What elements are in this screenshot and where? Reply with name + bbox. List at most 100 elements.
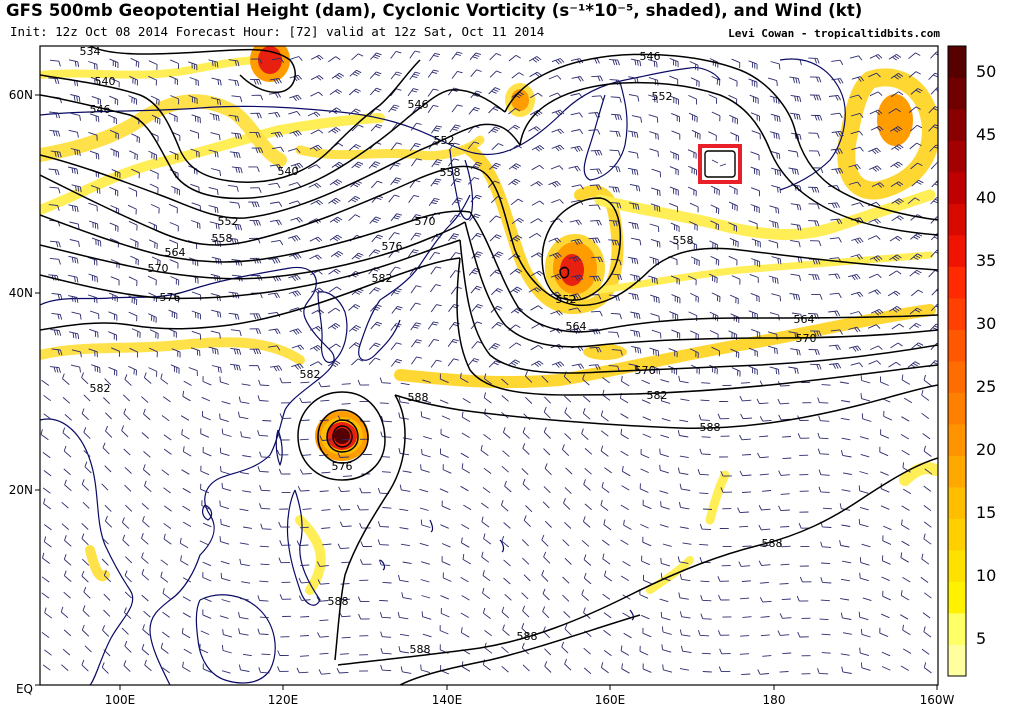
wind-barb	[124, 374, 132, 386]
wind-barb	[741, 580, 752, 582]
wind-barb	[319, 619, 329, 622]
wind-barb	[543, 406, 551, 419]
wind-barb	[821, 384, 831, 386]
wind-barb	[659, 464, 669, 474]
wind-barb	[491, 251, 504, 259]
wind-barb	[482, 587, 491, 599]
wind-barb	[488, 342, 501, 351]
wind-barb	[220, 560, 230, 565]
wind-barb	[741, 673, 751, 676]
wind-barb	[81, 659, 89, 672]
wind-barb	[440, 428, 450, 439]
wind-barb	[731, 275, 741, 285]
wind-barb	[583, 572, 592, 585]
wind-barb	[582, 516, 591, 528]
wind-barb	[162, 396, 171, 403]
wind-barb	[621, 663, 630, 674]
wind-barb	[430, 284, 441, 293]
wind-barb	[608, 186, 620, 193]
contour-label: 588	[700, 421, 721, 434]
wind-barb	[339, 653, 349, 655]
wind-barb	[71, 311, 82, 320]
wind-barb	[841, 489, 851, 492]
wind-barb	[370, 304, 382, 312]
wind-barb	[851, 76, 865, 82]
wind-barb	[871, 308, 884, 316]
wind-barb	[769, 205, 780, 214]
wind-barb	[751, 328, 761, 338]
wind-barb	[68, 204, 79, 213]
wind-barb	[581, 428, 589, 440]
wind-barb	[420, 411, 431, 420]
wind-barb	[609, 130, 621, 137]
wind-barb	[642, 433, 652, 438]
wind-barb	[191, 330, 202, 340]
wind-barb	[521, 623, 529, 635]
wind-barb	[90, 76, 101, 86]
wind-barb	[348, 144, 361, 151]
wind-barb	[398, 396, 410, 404]
wind-barb	[340, 583, 350, 585]
wind-barb	[101, 537, 109, 545]
wind-barb	[571, 363, 585, 370]
wind-barb	[448, 158, 460, 167]
wind-barb	[228, 59, 240, 67]
wind-barb	[541, 375, 549, 383]
wind-barb	[738, 561, 751, 567]
wind-barb	[123, 408, 131, 421]
wind-barb	[901, 540, 910, 547]
contour-label: 570	[415, 215, 436, 228]
wind-barb	[382, 507, 392, 509]
wind-barb	[69, 331, 80, 340]
wind-barb	[128, 187, 138, 197]
wind-barb	[248, 166, 260, 173]
wind-barb	[887, 290, 901, 297]
wind-barb	[900, 614, 909, 620]
contour-label: 588	[408, 391, 429, 404]
wind-barb	[298, 595, 311, 601]
wind-barb	[501, 606, 510, 619]
contour-534	[89, 46, 296, 94]
contour-label: 558	[440, 166, 461, 179]
wind-barb	[522, 664, 530, 672]
wind-barb	[583, 554, 592, 566]
wind-barb	[691, 129, 701, 140]
lat-label: 60N	[9, 88, 33, 102]
wind-barb	[430, 304, 442, 313]
wind-barb	[528, 56, 542, 63]
wind-barb	[121, 517, 130, 529]
wind-barb	[358, 613, 370, 620]
wind-barb	[669, 75, 679, 85]
colorbar-swatch	[948, 487, 966, 519]
wind-barb	[229, 201, 241, 209]
wind-barb	[258, 667, 270, 674]
wind-barb	[922, 612, 931, 619]
wind-barb	[319, 419, 329, 422]
wind-barb	[831, 130, 844, 137]
wind-barb	[570, 112, 583, 118]
wind-barb	[817, 668, 829, 675]
wind-barb	[168, 309, 178, 320]
wind-barb	[677, 467, 689, 475]
contour-typhoon-576	[317, 409, 369, 464]
wind-barb	[708, 273, 718, 284]
wind-barb	[107, 114, 117, 124]
wind-barb	[543, 486, 551, 494]
wind-barb	[828, 273, 841, 280]
wind-barb	[241, 581, 251, 584]
wind-barb	[788, 149, 799, 158]
wind-barb	[369, 216, 381, 224]
wind-barb	[870, 345, 883, 351]
wind-barb	[291, 344, 305, 351]
wind-barb	[758, 560, 771, 566]
wind-barb	[270, 201, 283, 207]
wind-barb	[688, 165, 698, 176]
contour-582-east	[456, 257, 938, 396]
lon-label: 160E	[595, 693, 626, 707]
contour-label: 540	[95, 75, 116, 88]
wind-barb	[141, 568, 150, 581]
wind-barb	[104, 504, 112, 512]
wind-barb	[564, 487, 572, 494]
wind-barb	[889, 235, 903, 242]
wind-barb	[231, 95, 243, 103]
